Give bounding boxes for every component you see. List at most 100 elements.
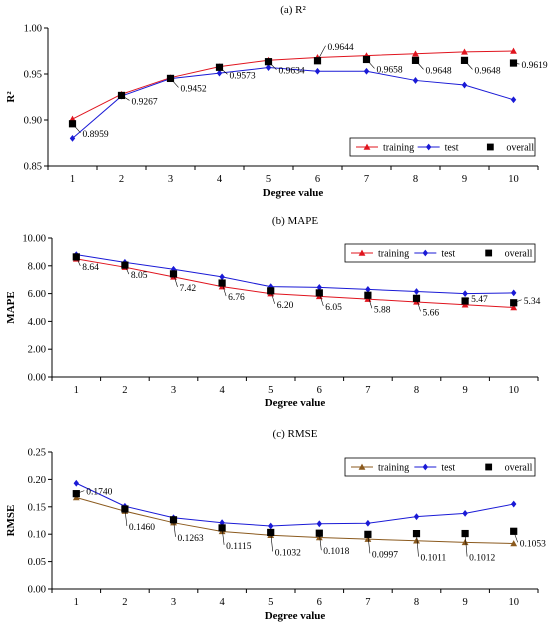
x-tick-label: 10	[508, 597, 519, 608]
chart-panel-3: (c) RMSE 0.00 0.05 0.10 0.15 0.20 0.25 1 2 3 4 5 6 7 8…	[5, 428, 546, 622]
y-tick-label: 0.20	[28, 475, 46, 486]
data-label: 0.9619	[522, 61, 548, 71]
data-point-test	[314, 67, 321, 75]
data-label: 0.1032	[275, 548, 301, 558]
data-label: 0.9267	[132, 97, 158, 107]
x-tick-label: 5	[266, 174, 271, 185]
legend-marker-test	[422, 463, 429, 471]
data-label: 5.66	[423, 308, 440, 318]
legend-label-overall: overall	[505, 249, 533, 260]
data-label: 0.9648	[475, 66, 501, 76]
data-label: 5.47	[471, 295, 488, 305]
data-label: 0.1018	[323, 547, 349, 557]
x-tick-label: 1	[70, 174, 75, 185]
x-tick-label: 5	[268, 597, 273, 608]
y-tick-label: 0.95	[24, 70, 42, 81]
data-label: 8.05	[131, 271, 148, 281]
data-label: 6.05	[325, 303, 342, 313]
legend-marker-training	[358, 463, 366, 470]
legend-label-overall: overall	[506, 143, 534, 154]
data-point-training	[315, 534, 323, 541]
legend: training test overall	[344, 243, 536, 263]
data-point-test	[267, 522, 274, 530]
y-tick-label: 10.00	[22, 234, 46, 245]
y-axis-label: R²	[5, 91, 17, 103]
annotation-leader	[221, 282, 227, 297]
legend-marker-test	[425, 143, 432, 151]
legend-marker-training	[363, 143, 371, 150]
data-label: 5.88	[374, 305, 391, 315]
data-point-training	[510, 304, 518, 311]
data-label: 0.1115	[226, 542, 252, 552]
annotation-leader	[319, 292, 324, 306]
data-point-training	[364, 535, 372, 542]
y-tick-label: 2.00	[28, 345, 46, 356]
legend-marker-training	[358, 249, 366, 256]
x-tick-label: 1	[74, 597, 79, 608]
x-tick-label: 2	[119, 174, 124, 185]
data-point-test	[69, 135, 76, 142]
x-tick-label: 3	[171, 385, 176, 396]
legend-box	[344, 457, 536, 477]
data-point-test	[265, 64, 272, 71]
data-point-overall	[218, 524, 226, 532]
x-tick-label: 4	[217, 174, 223, 185]
legend-marker-overall	[485, 463, 493, 471]
y-tick-label: 0.90	[24, 116, 42, 127]
x-tick-label: 8	[414, 385, 419, 396]
series-line-training	[72, 50, 514, 120]
data-point-test	[216, 69, 223, 77]
data-point-test	[365, 519, 371, 527]
x-tick-label: 1	[74, 385, 79, 396]
x-tick-label: 6	[317, 385, 322, 396]
x-tick-label: 6	[315, 174, 320, 185]
x-tick-label: 7	[365, 597, 370, 608]
chart-title: (c) RMSE	[273, 428, 318, 440]
data-point-test	[412, 77, 419, 84]
data-label: 0.0997	[372, 550, 398, 560]
data-label: 0.1012	[469, 554, 495, 564]
data-label: 8.64	[82, 263, 99, 273]
data-label: 0.1460	[129, 523, 155, 533]
data-label: 0.1740	[86, 488, 112, 498]
data-label: 0.1053	[520, 539, 546, 549]
annotation-leader	[513, 299, 522, 304]
data-point-training	[510, 47, 517, 54]
y-tick-label: 4.00	[28, 317, 46, 328]
data-label: 0.9573	[230, 71, 256, 81]
annotation-leader	[464, 533, 468, 557]
x-tick-label: 9	[462, 174, 467, 185]
annotation-leader	[416, 298, 421, 312]
y-tick-label: 0.00	[28, 585, 46, 596]
data-point-test	[510, 289, 517, 297]
x-tick-label: 8	[413, 174, 418, 185]
data-point-overall	[68, 120, 77, 128]
annotation-leader	[270, 290, 275, 304]
series-line-test	[72, 67, 514, 139]
x-tick-label: 9	[462, 385, 467, 396]
x-axis-label: Degree value	[265, 610, 326, 622]
annotation-leader	[367, 534, 371, 554]
data-point-test	[316, 283, 323, 291]
annotation-leader	[464, 60, 473, 70]
data-point-test	[219, 273, 225, 281]
annotation-leader	[367, 295, 373, 309]
chart-title: (b) MAPE	[272, 215, 318, 227]
x-tick-label: 10	[508, 385, 519, 396]
data-point-test	[413, 288, 420, 295]
data-point-test	[73, 479, 80, 487]
chart-panel-2: (b) MAPE 0.00 2.00 4.00 6.00 8.00 10.00 1 2 3 4 5 6 7…	[5, 215, 541, 409]
data-label: 0.1011	[421, 554, 447, 564]
x-axis-label: Degree value	[265, 397, 326, 409]
y-axis-label: MAPE	[5, 291, 17, 323]
annotation-leader	[173, 519, 176, 537]
x-axis-label: Degree value	[263, 187, 324, 199]
data-point-overall	[412, 529, 421, 538]
chart-panel-1: (a) R² 0.85 0.90 0.95 1.00 1 2 3 4 5 6 7 8 9 10 Degree …	[5, 4, 548, 199]
annotation-leader	[76, 490, 85, 494]
annotation-leader	[416, 533, 419, 557]
data-point-training	[412, 50, 419, 57]
legend-marker-test	[422, 249, 429, 257]
x-tick-label: 9	[462, 597, 467, 608]
data-point-overall	[461, 529, 469, 538]
